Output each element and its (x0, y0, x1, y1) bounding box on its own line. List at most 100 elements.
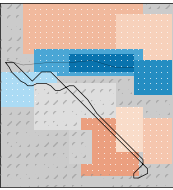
Bar (72, 142, 77, 147)
Bar (16, 15, 21, 20)
Bar (100, 111, 104, 115)
Bar (63, 142, 67, 147)
Bar (26, 153, 30, 158)
Bar (63, 185, 67, 190)
Bar (16, 132, 21, 136)
Bar (53, 100, 58, 105)
Bar (0, 36, 2, 41)
Bar (26, 185, 30, 190)
Bar (53, 174, 58, 179)
Bar (0, 111, 2, 115)
Bar (26, 142, 30, 147)
Bar (7, 15, 12, 20)
Bar (44, 100, 49, 105)
Bar (16, 4, 21, 9)
Bar (63, 79, 67, 83)
Bar (16, 164, 21, 168)
Bar (128, 89, 132, 94)
Bar (156, 174, 160, 179)
Bar (165, 174, 170, 179)
Bar (44, 174, 49, 179)
Bar (35, 111, 39, 115)
Bar (109, 79, 114, 83)
Bar (0, 4, 2, 9)
Bar (7, 26, 12, 30)
Bar (119, 100, 123, 105)
Bar (0, 121, 2, 126)
Bar (35, 89, 39, 94)
Bar (7, 153, 12, 158)
Bar (16, 174, 21, 179)
Bar (128, 100, 132, 105)
Bar (0, 142, 2, 147)
Bar (7, 4, 12, 9)
Bar (165, 4, 170, 9)
Bar (72, 164, 77, 168)
Bar (81, 79, 86, 83)
Bar (35, 100, 39, 105)
Bar (0, 153, 2, 158)
Bar (0, 100, 2, 105)
Bar (53, 185, 58, 190)
Bar (165, 100, 170, 105)
Bar (35, 121, 39, 126)
Bar (72, 79, 77, 83)
Bar (0, 79, 2, 83)
Bar (35, 132, 39, 136)
Bar (156, 100, 160, 105)
Bar (100, 100, 104, 105)
Bar (91, 174, 95, 179)
Bar (16, 68, 21, 73)
Bar (63, 89, 67, 94)
Bar (146, 100, 151, 105)
Bar (81, 153, 86, 158)
Bar (53, 164, 58, 168)
Bar (44, 153, 49, 158)
Bar (128, 185, 132, 190)
Bar (63, 121, 67, 126)
Bar (7, 47, 12, 51)
Bar (53, 142, 58, 147)
Bar (35, 142, 39, 147)
Bar (63, 153, 67, 158)
Bar (35, 164, 39, 168)
Bar (156, 185, 160, 190)
Bar (35, 174, 39, 179)
Bar (156, 4, 160, 9)
Bar (119, 89, 123, 94)
Bar (72, 153, 77, 158)
Bar (72, 132, 77, 136)
Bar (137, 153, 142, 158)
Bar (16, 153, 21, 158)
Bar (100, 79, 104, 83)
Bar (72, 89, 77, 94)
Bar (53, 89, 58, 94)
Bar (7, 36, 12, 41)
Bar (7, 121, 12, 126)
Bar (0, 185, 2, 190)
Bar (72, 185, 77, 190)
Bar (81, 142, 86, 147)
Bar (63, 111, 67, 115)
Bar (44, 121, 49, 126)
Bar (44, 111, 49, 115)
Bar (0, 132, 2, 136)
Bar (0, 58, 2, 62)
Bar (7, 142, 12, 147)
Bar (26, 174, 30, 179)
Bar (0, 47, 2, 51)
Bar (7, 164, 12, 168)
Bar (16, 142, 21, 147)
Bar (100, 174, 104, 179)
Bar (137, 185, 142, 190)
Bar (7, 68, 12, 73)
Bar (137, 100, 142, 105)
Bar (128, 174, 132, 179)
Bar (16, 26, 21, 30)
Bar (26, 111, 30, 115)
Bar (35, 185, 39, 190)
Bar (0, 89, 2, 94)
Bar (0, 68, 2, 73)
Bar (7, 185, 12, 190)
Bar (91, 79, 95, 83)
